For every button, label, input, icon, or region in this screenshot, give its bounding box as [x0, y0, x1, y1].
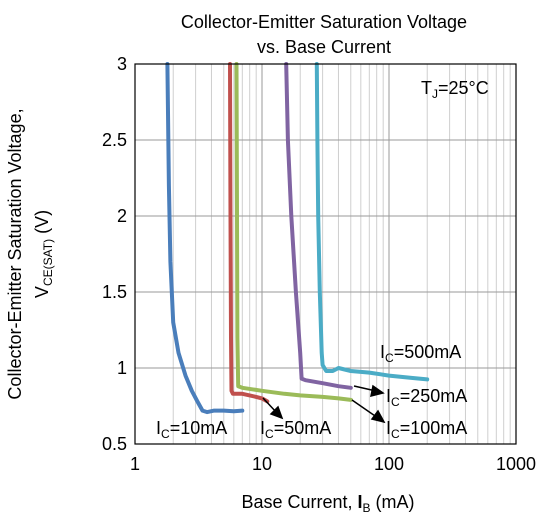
- chart-title-line-2: vs. Base Current: [257, 37, 391, 57]
- plot-area: [135, 64, 516, 444]
- series-label-ic-10ma: IC=10mA: [156, 418, 227, 441]
- series-group: [165, 62, 430, 415]
- x-axis-label: Base Current, IB (mA): [241, 492, 414, 515]
- temperature-annotation: TJ=25°C: [421, 78, 489, 101]
- x-tick-label: 1000: [496, 454, 536, 474]
- y-tick-label: 2: [117, 206, 127, 226]
- series-line-ic-100ma: [234, 62, 353, 402]
- series-line-ic-500ma: [314, 62, 430, 382]
- plot-border: [134, 63, 517, 445]
- series-line-ic-50ma: [228, 62, 270, 404]
- series-label-ic-250ma: IC=250mA: [386, 386, 467, 409]
- x-tick-label: 1: [130, 454, 140, 474]
- series-label-ic-50ma: IC=50mA: [260, 418, 331, 441]
- arrow-ic-50ma-head: [269, 405, 284, 420]
- y-axis-label-line-1: Collector-Emitter Saturation Voltage,: [5, 108, 25, 399]
- series-line-ic-250ma: [284, 62, 353, 390]
- annotation-arrows: [262, 384, 386, 424]
- y-tick-label: 3: [117, 54, 127, 74]
- chart-title-line-1: Collector-Emitter Saturation Voltage: [181, 12, 467, 32]
- y-tick-label: 0.5: [102, 434, 127, 454]
- y-tick-label: 1: [117, 358, 127, 378]
- series-line-ic-10ma: [165, 62, 245, 415]
- tick-labels: 0.511.522.531 10 100 1000: [102, 54, 536, 474]
- x-tick-label: 10: [252, 454, 272, 474]
- y-tick-label: 1.5: [102, 282, 127, 302]
- arrow-ic-100ma: [351, 399, 379, 419]
- grid: [134, 63, 517, 445]
- x-tick-label: 100: [374, 454, 404, 474]
- arrow-ic-100ma-head: [370, 409, 386, 424]
- y-tick-label: 2.5: [102, 130, 127, 150]
- arrow-ic-250ma-head: [370, 384, 385, 398]
- series-label-ic-500ma: IC=500mA: [380, 342, 461, 365]
- series-label-ic-100ma: IC=100mA: [386, 418, 467, 441]
- y-axis-label-line-2: VCE(SAT) (V): [32, 210, 55, 298]
